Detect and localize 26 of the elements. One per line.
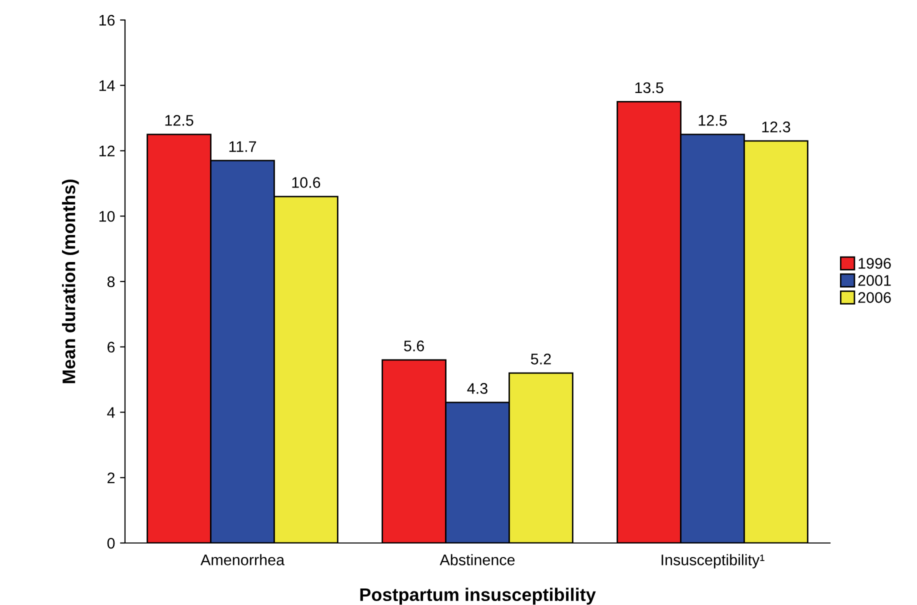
y-axis-title: Mean duration (months) — [62, 180, 79, 384]
data-label: 12.5 — [165, 115, 194, 126]
legend-label: 2006 — [858, 292, 891, 303]
data-label: 4.3 — [467, 383, 488, 394]
x-tick-label: Amenorrhea — [200, 554, 285, 566]
y-tick-label: 4 — [107, 407, 115, 418]
legend-label: 1996 — [858, 258, 891, 269]
x-axis-title: Postpartum insusceptibility — [360, 588, 596, 605]
y-tick-label: 0 — [107, 538, 115, 549]
data-label: 10.6 — [292, 177, 320, 188]
x-tick-label: Abstinence — [440, 554, 515, 566]
x-tick-label: Insusceptibility¹ — [662, 554, 764, 568]
data-label: 11.7 — [229, 141, 256, 152]
data-label: 12.3 — [762, 122, 790, 132]
y-tick-label: 10 — [99, 210, 115, 222]
data-label: 12.5 — [698, 115, 727, 126]
y-tick-label: 8 — [107, 276, 115, 288]
data-label: 13.5 — [635, 82, 664, 94]
data-label: 5.2 — [530, 354, 551, 364]
y-tick-label: 6 — [108, 342, 115, 353]
y-tick-label: 12 — [99, 146, 115, 156]
y-tick-label: 2 — [108, 472, 115, 484]
legend-label: 2001 — [858, 275, 891, 286]
y-tick-label: 16 — [99, 14, 115, 26]
y-tick-label: 14 — [99, 80, 115, 91]
data-label: 5.6 — [404, 340, 424, 352]
